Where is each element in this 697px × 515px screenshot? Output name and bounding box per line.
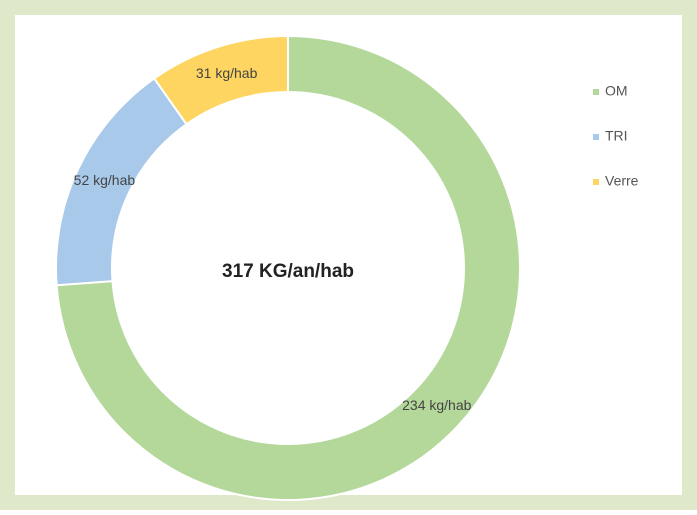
legend-swatch — [593, 134, 599, 140]
legend-label: OM — [605, 83, 628, 99]
slice — [152, 34, 289, 126]
legend-label: Verre — [605, 173, 639, 189]
legend-swatch — [593, 89, 599, 95]
legend-label: TRI — [605, 128, 628, 144]
data-label: 31 kg/hab — [196, 65, 258, 81]
slice — [55, 34, 521, 501]
data-label: 234 kg/hab — [402, 397, 471, 413]
legend-swatch — [593, 179, 599, 185]
data-label: 52 kg/hab — [74, 172, 136, 188]
center-label: 317 KG/an/hab — [222, 261, 354, 282]
